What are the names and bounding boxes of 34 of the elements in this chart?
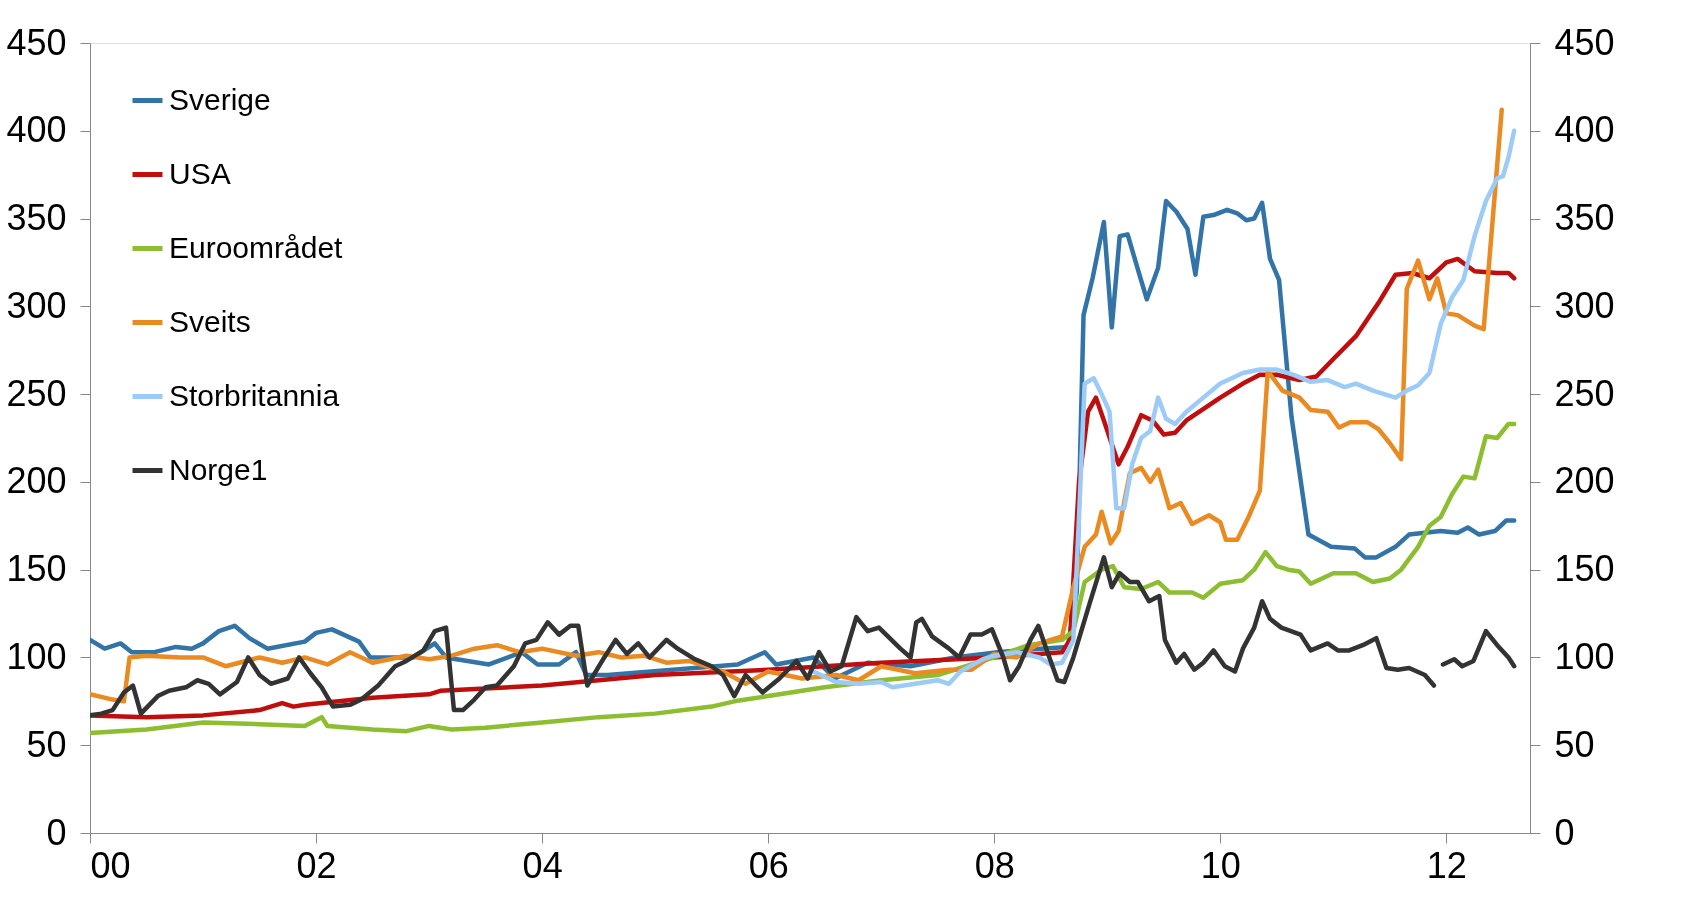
x-tick-label: 10 bbox=[1200, 844, 1241, 886]
y2-tick-label: 350 bbox=[1554, 197, 1615, 239]
y-tick-label: 400 bbox=[6, 109, 67, 151]
y2-tick-label: 450 bbox=[1554, 21, 1615, 63]
y-tick-label: 250 bbox=[6, 372, 67, 414]
y2-tick-label: 100 bbox=[1554, 635, 1615, 677]
y2-tick-label: 50 bbox=[1554, 723, 1595, 765]
y-tick-label: 200 bbox=[6, 460, 67, 502]
y-tick-label: 450 bbox=[6, 21, 67, 63]
y-tick-label: 100 bbox=[6, 635, 67, 677]
x-tick-label: 06 bbox=[748, 844, 789, 886]
legend-label: Norge1 bbox=[169, 452, 268, 486]
x-tick-label: 04 bbox=[522, 844, 563, 886]
y-tick-label: 0 bbox=[46, 811, 67, 853]
x-tick-label: 12 bbox=[1426, 844, 1467, 886]
y-tick-label: 350 bbox=[6, 197, 67, 239]
legend-label: Sveits bbox=[169, 304, 251, 338]
legend-label: Euroområdet bbox=[169, 230, 344, 264]
line-series bbox=[811, 128, 1517, 690]
y2-tick-label: 200 bbox=[1554, 460, 1615, 502]
y-tick-label: 300 bbox=[6, 284, 67, 326]
y2-tick-label: 0 bbox=[1554, 811, 1575, 853]
x-tick-label: 08 bbox=[974, 844, 1015, 886]
y-tick-label: 50 bbox=[26, 723, 67, 765]
legend-label: USA bbox=[169, 156, 231, 190]
y2-tick-label: 400 bbox=[1554, 109, 1615, 151]
legend-label: Sverige bbox=[169, 82, 271, 116]
x-tick-label: 00 bbox=[90, 844, 131, 886]
y2-tick-label: 250 bbox=[1554, 372, 1615, 414]
legend-label: Storbritannia bbox=[169, 378, 340, 412]
y2-tick-label: 300 bbox=[1554, 284, 1615, 326]
y-tick-label: 150 bbox=[6, 548, 67, 590]
x-tick-label: 02 bbox=[296, 844, 337, 886]
y2-tick-label: 150 bbox=[1554, 548, 1615, 590]
